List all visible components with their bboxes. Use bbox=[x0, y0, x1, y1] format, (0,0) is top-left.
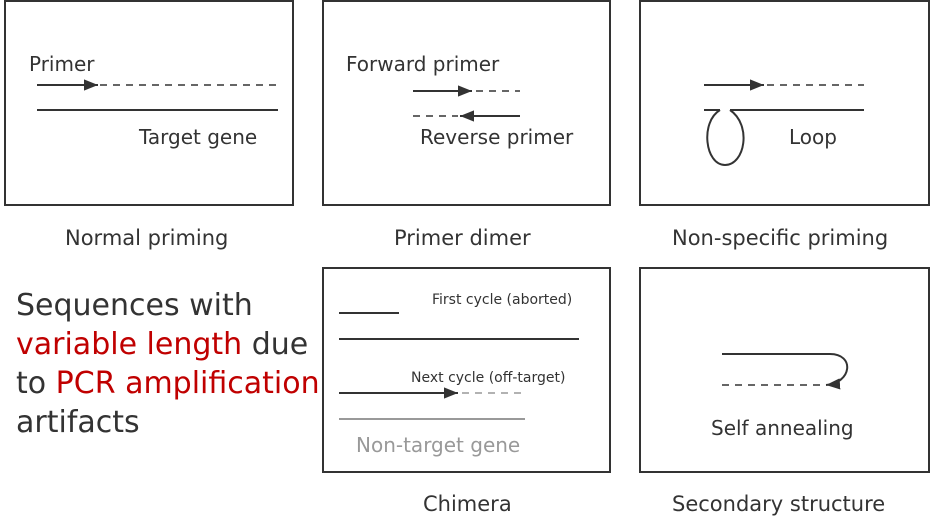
primer-label: Primer bbox=[29, 52, 95, 76]
normal-priming-caption: Normal priming bbox=[65, 226, 229, 250]
description-line-3: to PCR amplification bbox=[16, 364, 320, 403]
first-cycle-label: First cycle (aborted) bbox=[432, 292, 572, 308]
normal-priming-panel: Primer Target gene bbox=[4, 0, 294, 206]
forward-primer-label: Forward primer bbox=[346, 52, 500, 76]
variable-length-highlight: variable length bbox=[16, 327, 243, 362]
artifact-description: Sequences with variable length due to PC… bbox=[16, 286, 320, 442]
description-line-1: Sequences with bbox=[16, 288, 253, 323]
chimera-caption: Chimera bbox=[423, 492, 512, 516]
non-target-gene-label: Non-target gene bbox=[356, 433, 520, 457]
panel-frame bbox=[322, 267, 611, 473]
description-line-2-rest: due bbox=[242, 327, 309, 362]
nonspecific-priming-caption: Non-specific priming bbox=[672, 226, 889, 250]
description-line-4: artifacts bbox=[16, 405, 140, 440]
panel-frame bbox=[639, 0, 930, 206]
description-line-2: variable length due bbox=[16, 325, 320, 364]
reverse-primer-label: Reverse primer bbox=[420, 125, 574, 149]
secondary-structure-panel: Self annealing bbox=[639, 267, 930, 473]
description-line-3-prefix: to bbox=[16, 366, 56, 401]
primer-dimer-panel: Forward primer Reverse primer bbox=[322, 0, 611, 206]
chimera-panel: First cycle (aborted) Next cycle (off-ta… bbox=[322, 267, 611, 473]
panel-frame bbox=[322, 0, 611, 206]
target-gene-label: Target gene bbox=[138, 125, 257, 149]
nonspecific-priming-panel: Loop bbox=[639, 0, 930, 206]
panel-frame bbox=[639, 267, 930, 473]
loop-shape bbox=[706, 109, 745, 167]
panel-frame bbox=[4, 0, 294, 206]
primer-dimer-caption: Primer dimer bbox=[394, 226, 531, 250]
secondary-structure-caption: Secondary structure bbox=[672, 492, 886, 516]
self-annealing-label: Self annealing bbox=[711, 416, 854, 440]
hairpin-arrow bbox=[722, 353, 849, 390]
next-cycle-label: Next cycle (off-target) bbox=[411, 370, 565, 386]
loop-label: Loop bbox=[789, 125, 837, 149]
pcr-amplification-highlight: PCR amplification bbox=[55, 366, 320, 401]
